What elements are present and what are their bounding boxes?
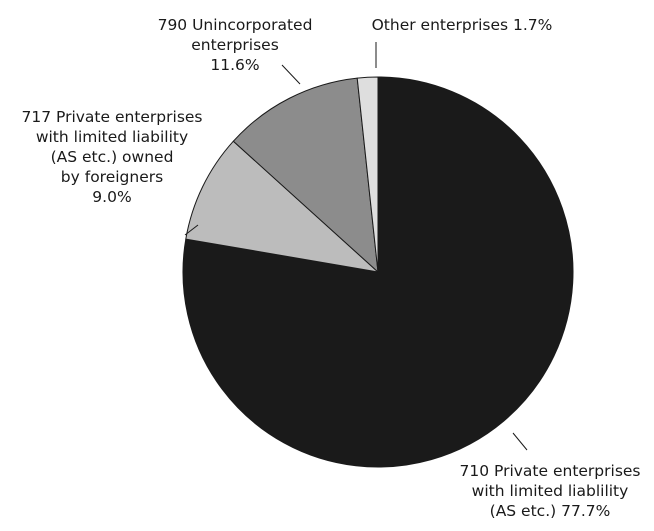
slice-label-line: by foreigners — [61, 168, 163, 186]
leader-line-710-private-enterprises-with-limited-liablility-as-etc — [512, 432, 528, 451]
slice-label-line: 11.6% — [210, 56, 259, 74]
slice-label-line: with limited liability — [36, 128, 188, 146]
pie-slice-790-unincorporated-enterprises — [232, 77, 379, 273]
slice-label-line: enterprises — [191, 36, 279, 54]
slice-label-line: 717 Private enterprises — [21, 108, 202, 126]
slice-label-other-enterprises: Other enterprises 1.7% — [372, 16, 553, 34]
slice-label-line: 9.0% — [92, 188, 131, 206]
slice-label-line: (AS etc.) 77.7% — [490, 502, 611, 520]
slice-label-line: 710 Private enterprises — [459, 462, 640, 480]
pie-slice-710-private-enterprises-with-limited-liablility-as-etc — [182, 76, 574, 468]
slice-labels: 710 Private enterprises with limited liab… — [21, 16, 640, 520]
pie-slice-other-enterprises — [356, 76, 379, 273]
slice-label-line: Other enterprises 1.7% — [372, 16, 553, 34]
slice-label-line: 790 Unincorporated — [158, 16, 313, 34]
slice-label-790-unincorporated-enterprises: 790 Unincorporated enterprises 11.6% — [158, 16, 313, 74]
slice-label-line: with limited liablility — [472, 482, 629, 500]
leader-line-790-unincorporated-enterprises — [281, 64, 301, 85]
pie-slice-717-private-enterprises-with-limited-liability-as-etc-owned-by-foreigners — [185, 140, 379, 273]
slice-label-717-private-enterprises-with-limited-liability-as-etc-owned-by-foreigners: 717 Private enterprises with limited liab… — [21, 108, 202, 206]
slice-label-line: (AS etc.) owned — [51, 148, 174, 166]
slice-label-710-private-enterprises-with-limited-liablility-as-etc: 710 Private enterprises with limited liab… — [459, 462, 640, 520]
leader-lines — [184, 42, 528, 451]
pie-slices — [182, 76, 574, 468]
leader-line-717-private-enterprises-with-limited-liability-as-etc-owned-by-foreigners — [184, 224, 199, 236]
